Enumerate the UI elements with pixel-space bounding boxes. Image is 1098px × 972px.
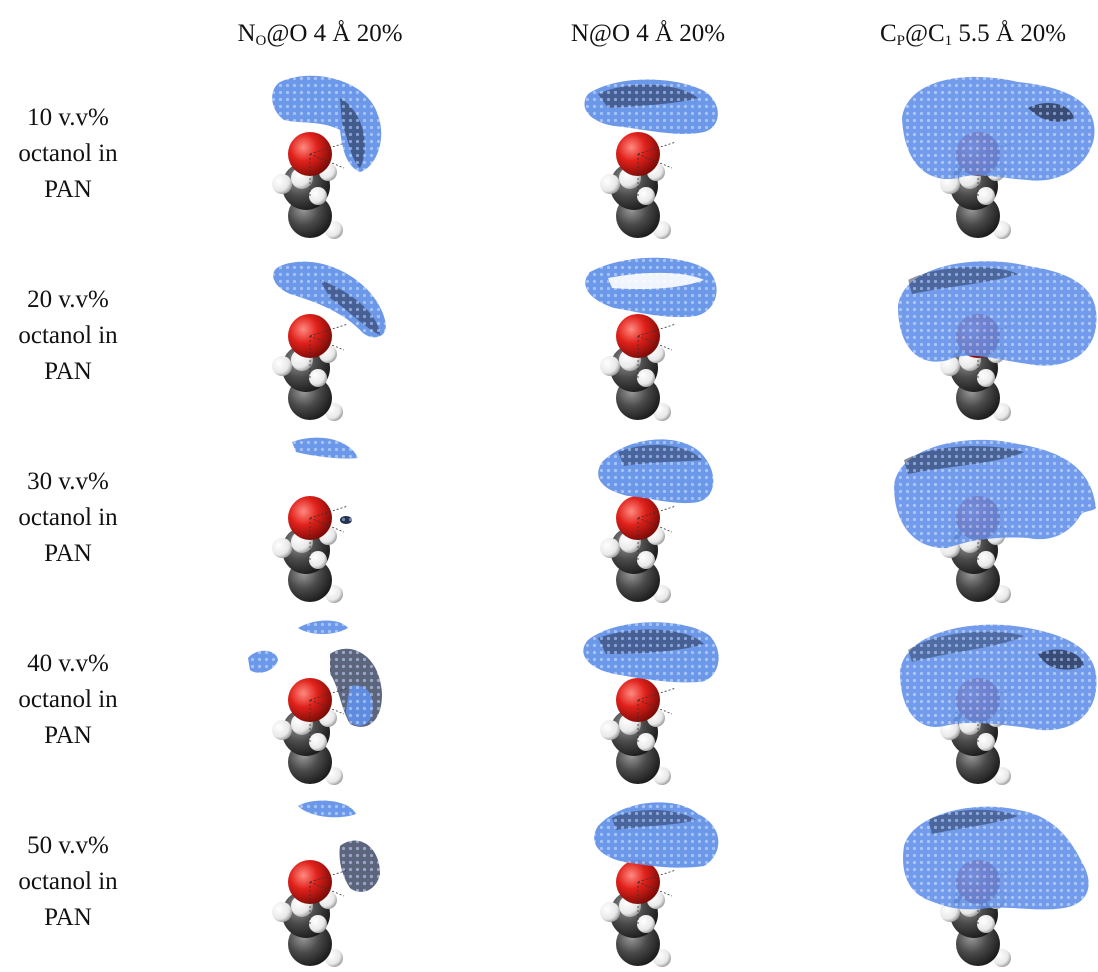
axis-arrows bbox=[637, 505, 677, 562]
molecule-image bbox=[200, 796, 440, 972]
isosurface bbox=[594, 802, 719, 868]
molecule-model bbox=[600, 860, 671, 967]
isosurface-plot bbox=[272, 437, 358, 603]
molecule-model bbox=[600, 496, 671, 603]
isosurface bbox=[898, 261, 1097, 366]
molecule-model bbox=[272, 132, 343, 239]
isosurface bbox=[900, 624, 1097, 731]
molecule-image bbox=[848, 68, 1098, 244]
molecule-image bbox=[528, 250, 768, 426]
molecule-model bbox=[940, 860, 1011, 967]
axis-arrows bbox=[309, 141, 349, 198]
axis-arrows bbox=[637, 687, 677, 744]
isosurface-plot bbox=[902, 76, 1095, 239]
axis-arrows bbox=[309, 505, 349, 562]
molecule-model bbox=[272, 314, 343, 421]
molecule-image bbox=[848, 432, 1098, 608]
row-label-20: 20 v.v% octanol in PAN bbox=[18, 286, 118, 385]
isosurface bbox=[598, 439, 714, 504]
isosurface bbox=[248, 620, 382, 727]
molecule-image bbox=[200, 432, 440, 608]
isosurface bbox=[292, 437, 358, 524]
isosurface bbox=[584, 79, 718, 134]
isosurface bbox=[273, 261, 386, 338]
molecule-model bbox=[600, 132, 671, 239]
molecule-model bbox=[600, 314, 671, 421]
isosurface-plot bbox=[594, 802, 719, 967]
molecule-image bbox=[848, 796, 1098, 972]
axis-arrows bbox=[637, 323, 677, 380]
column-header-n-at-o: N@O 4 Å 20% bbox=[570, 20, 726, 47]
molecule-image bbox=[200, 250, 440, 426]
isosurface-plot bbox=[898, 261, 1097, 421]
isosurface bbox=[585, 257, 717, 318]
molecule-image bbox=[528, 68, 768, 244]
isosurface-plot bbox=[272, 75, 382, 239]
row-label-50: 50 v.v% octanol in PAN bbox=[18, 832, 118, 931]
isosurface-plot bbox=[583, 622, 719, 785]
molecule-image bbox=[848, 250, 1098, 426]
isosurface-plot bbox=[584, 79, 718, 239]
isosurface-plot bbox=[272, 800, 380, 967]
molecule-image bbox=[528, 614, 768, 790]
axis-arrows bbox=[309, 869, 349, 926]
column-header-cp-at-c1: CP@C1 5.5 Å 20% bbox=[879, 20, 1067, 49]
isosurface-plot bbox=[248, 620, 382, 785]
axis-arrows bbox=[637, 869, 677, 926]
isosurface bbox=[902, 76, 1095, 181]
axis-arrows bbox=[309, 323, 349, 380]
isosurface bbox=[298, 800, 380, 892]
row-label-40: 40 v.v% octanol in PAN bbox=[18, 650, 118, 749]
isosurface bbox=[272, 75, 382, 172]
molecule-image bbox=[528, 432, 768, 608]
molecule-model bbox=[272, 860, 343, 967]
molecule-image bbox=[200, 614, 440, 790]
molecule-model bbox=[272, 678, 343, 785]
molecule-model bbox=[272, 496, 343, 603]
isosurface bbox=[894, 439, 1096, 549]
isosurface-plot bbox=[900, 624, 1097, 785]
isosurface bbox=[583, 622, 719, 683]
row-label-30: 30 v.v% octanol in PAN bbox=[18, 468, 118, 567]
row-label-10: 10 v.v% octanol in PAN bbox=[18, 104, 118, 203]
molecule-image bbox=[848, 614, 1098, 790]
isosurface-plot bbox=[598, 439, 714, 603]
axis-arrows bbox=[637, 141, 677, 198]
molecule-image bbox=[528, 796, 768, 972]
isosurface-plot bbox=[903, 806, 1089, 967]
isosurface-plot bbox=[894, 439, 1096, 603]
column-header-no-at-o: NO@O 4 Å 20% bbox=[237, 20, 403, 49]
molecule-model bbox=[600, 678, 671, 785]
molecule-image bbox=[200, 68, 440, 244]
isosurface-plot bbox=[585, 257, 717, 421]
isosurface-plot bbox=[272, 261, 386, 421]
isosurface bbox=[903, 806, 1089, 910]
